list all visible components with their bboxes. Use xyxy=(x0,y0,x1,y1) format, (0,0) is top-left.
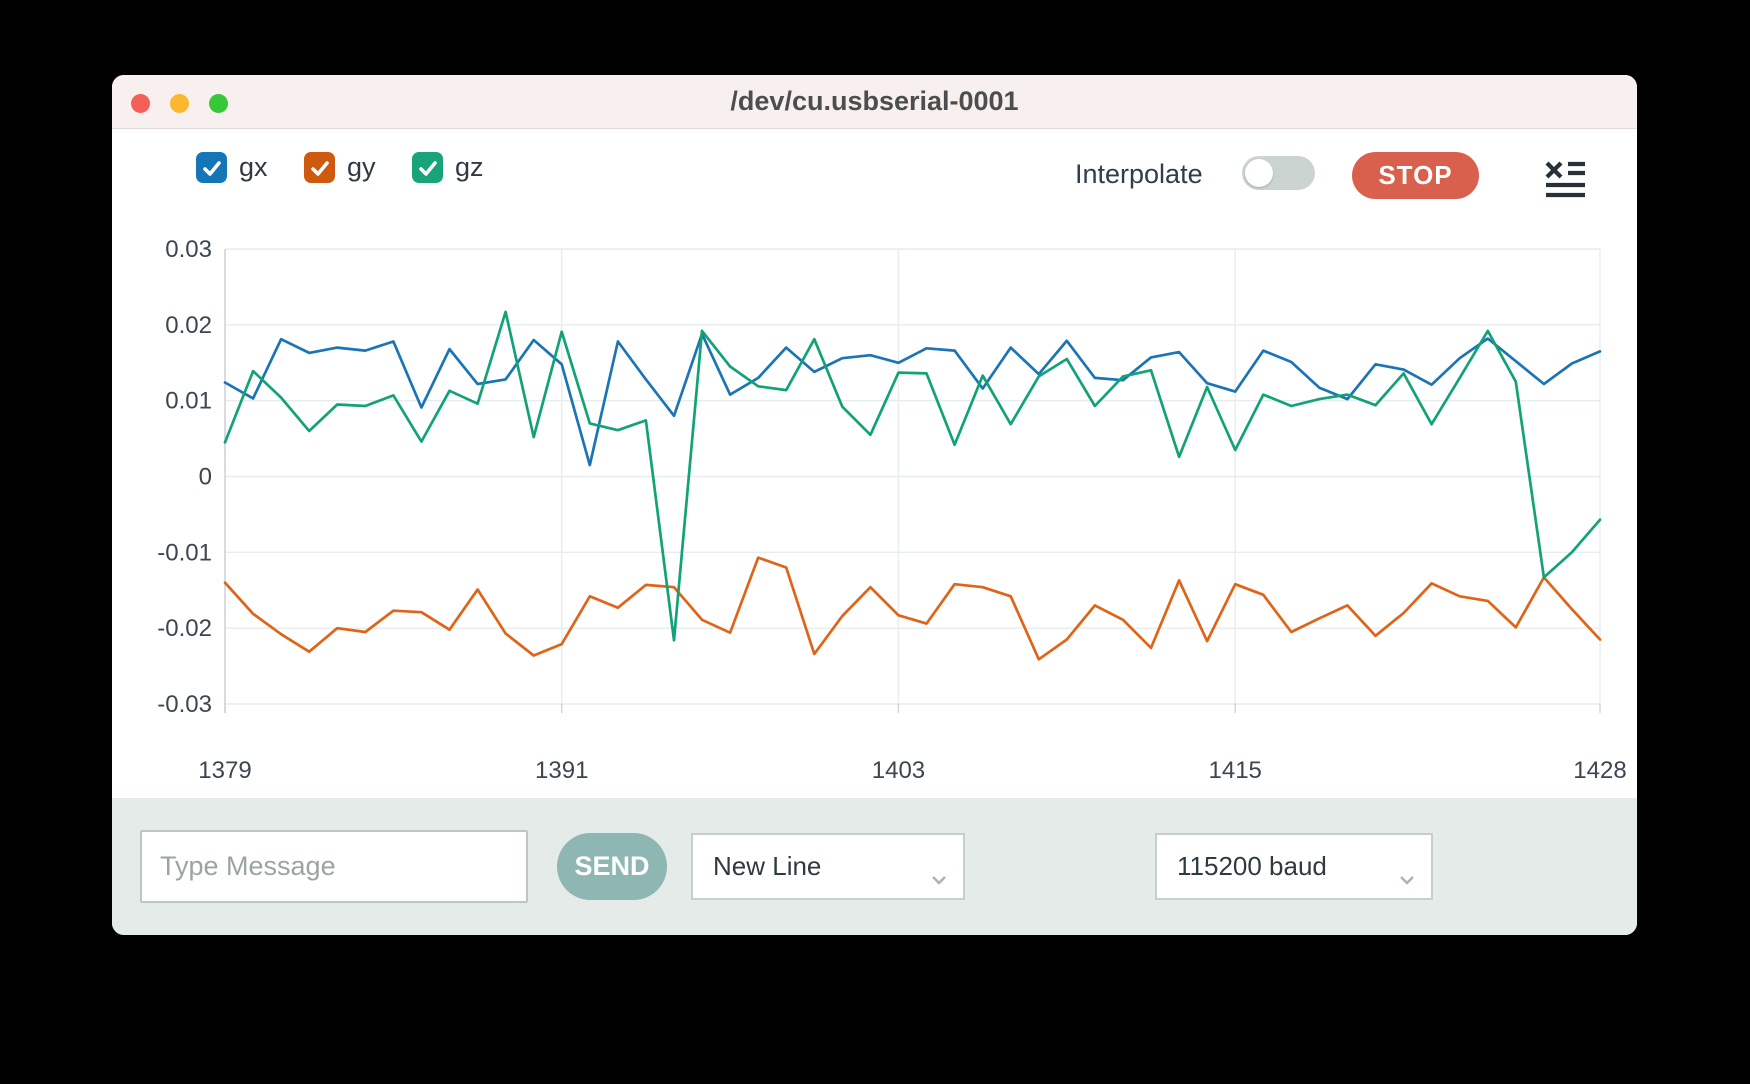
checkmark-icon xyxy=(418,160,437,176)
gy-checkbox[interactable] xyxy=(304,152,335,183)
serial-plotter-window: /dev/cu.usbserial-0001 gx gy xyxy=(112,75,1637,935)
gy-label: gy xyxy=(347,152,376,182)
line-ending-value: New Line xyxy=(713,851,822,881)
message-bar: SEND New Line 115200 baud xyxy=(112,798,1637,935)
chevron-down-icon xyxy=(931,862,947,893)
message-input[interactable] xyxy=(140,830,528,903)
baud-rate-select[interactable]: 115200 baud xyxy=(1155,833,1433,900)
minimize-window-button[interactable] xyxy=(170,94,189,113)
gx-label: gx xyxy=(239,152,268,182)
toggle-knob xyxy=(1245,159,1273,187)
line-ending-select[interactable]: New Line xyxy=(691,833,965,900)
svg-text:0: 0 xyxy=(199,464,212,491)
interpolate-label: Interpolate xyxy=(1075,159,1203,189)
title-bar: /dev/cu.usbserial-0001 xyxy=(112,75,1637,129)
baud-rate-value: 115200 baud xyxy=(1177,851,1327,881)
svg-text:-0.01: -0.01 xyxy=(157,539,212,566)
gz-checkbox[interactable] xyxy=(412,152,443,183)
gz-label: gz xyxy=(455,152,484,182)
svg-text:0.03: 0.03 xyxy=(165,236,212,263)
svg-text:0.01: 0.01 xyxy=(165,388,212,415)
svg-text:1379: 1379 xyxy=(198,757,251,784)
legend-item-gy: gy xyxy=(304,152,376,183)
interpolate-toggle[interactable] xyxy=(1242,156,1315,190)
legend-item-gz: gz xyxy=(412,152,484,183)
svg-text:1391: 1391 xyxy=(535,757,588,784)
checkmark-icon xyxy=(310,160,329,176)
zoom-window-button[interactable] xyxy=(209,94,228,113)
clear-log-icon[interactable] xyxy=(1543,158,1588,200)
series-gz xyxy=(223,310,1602,642)
legend-item-gx: gx xyxy=(196,152,268,183)
svg-text:1428: 1428 xyxy=(1573,757,1626,784)
series-gy xyxy=(223,556,1602,661)
svg-text:-0.02: -0.02 xyxy=(157,615,212,642)
checkmark-icon xyxy=(202,160,221,176)
x-list-icon xyxy=(1545,161,1585,198)
chevron-down-icon xyxy=(1399,862,1415,893)
chart-area: 0.03 0.02 0.01 0 -0.01 -0.02 -0.03 1379 1391 1403… xyxy=(112,225,1632,790)
gx-checkbox[interactable] xyxy=(196,152,227,183)
close-window-button[interactable] xyxy=(131,94,150,113)
svg-text:-0.03: -0.03 xyxy=(157,691,212,718)
svg-text:1415: 1415 xyxy=(1209,757,1262,784)
svg-text:1403: 1403 xyxy=(872,757,925,784)
send-button[interactable]: SEND xyxy=(557,833,667,900)
svg-text:0.02: 0.02 xyxy=(165,312,212,339)
series-gx xyxy=(223,332,1602,467)
stop-button[interactable]: STOP xyxy=(1352,152,1479,199)
line-chart: 0.03 0.02 0.01 0 -0.01 -0.02 -0.03 1379 1391 1403… xyxy=(157,236,1626,784)
window-title: /dev/cu.usbserial-0001 xyxy=(730,86,1019,116)
